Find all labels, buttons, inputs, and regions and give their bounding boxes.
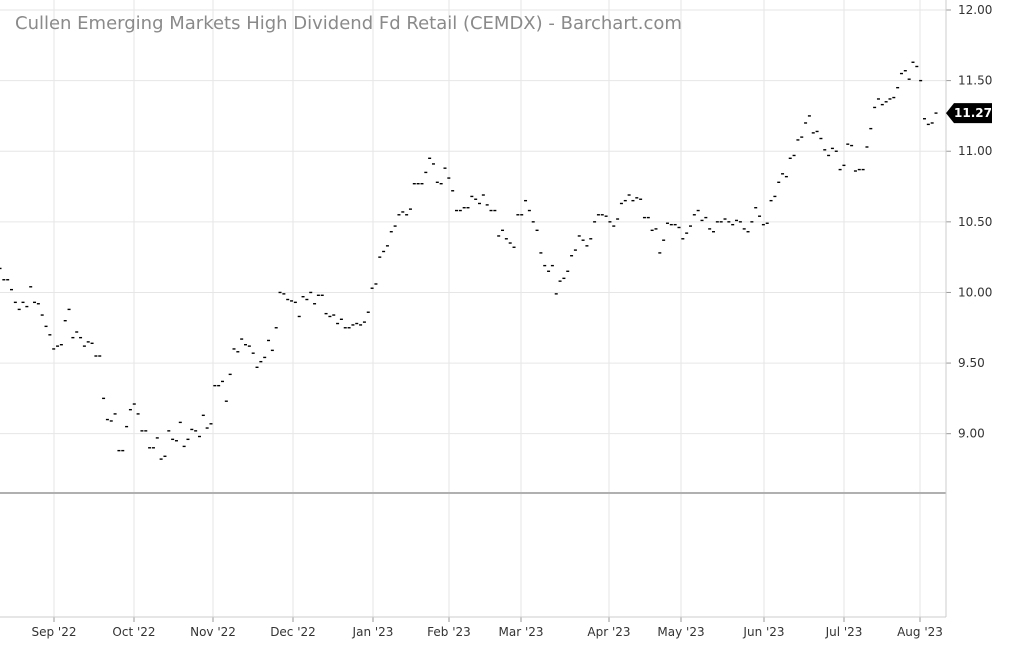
x-tick-label: Oct '22 bbox=[112, 625, 155, 639]
x-tick-label: Sep '22 bbox=[32, 625, 77, 639]
x-tick-label: Jun '23 bbox=[742, 625, 784, 639]
x-tick-label: Aug '23 bbox=[897, 625, 943, 639]
x-tick-label: Jul '23 bbox=[825, 625, 863, 639]
x-tick-label: Nov '22 bbox=[190, 625, 236, 639]
x-tick-label: Jan '23 bbox=[352, 625, 394, 639]
y-tick-label: 11.50 bbox=[958, 74, 992, 88]
last-price-marker bbox=[946, 103, 992, 124]
last-price-badge: 11.27 bbox=[946, 103, 992, 124]
x-tick-label: Mar '23 bbox=[498, 625, 543, 639]
chart-title: Cullen Emerging Markets High Dividend Fd… bbox=[15, 13, 682, 34]
price-series bbox=[0, 61, 938, 460]
y-tick-label: 10.50 bbox=[958, 215, 992, 229]
x-tick-label: Apr '23 bbox=[587, 625, 630, 639]
y-tick-label: 11.00 bbox=[958, 144, 992, 158]
chart-axes: 12.00 11.50 11.00 10.50 10.00 9.50 9.00 Sep '22… bbox=[0, 0, 992, 639]
x-tick-label: Dec '22 bbox=[270, 625, 316, 639]
y-tick-label: 9.50 bbox=[958, 356, 985, 370]
y-tick-label: 10.00 bbox=[958, 285, 992, 299]
last-price-label: 11.27 bbox=[954, 106, 992, 120]
y-tick-label: 12.00 bbox=[958, 3, 992, 17]
y-tick-label: 9.00 bbox=[958, 427, 985, 441]
x-tick-label: May '23 bbox=[657, 625, 704, 639]
chart-grid bbox=[0, 0, 946, 617]
x-tick-label: Feb '23 bbox=[427, 625, 471, 639]
